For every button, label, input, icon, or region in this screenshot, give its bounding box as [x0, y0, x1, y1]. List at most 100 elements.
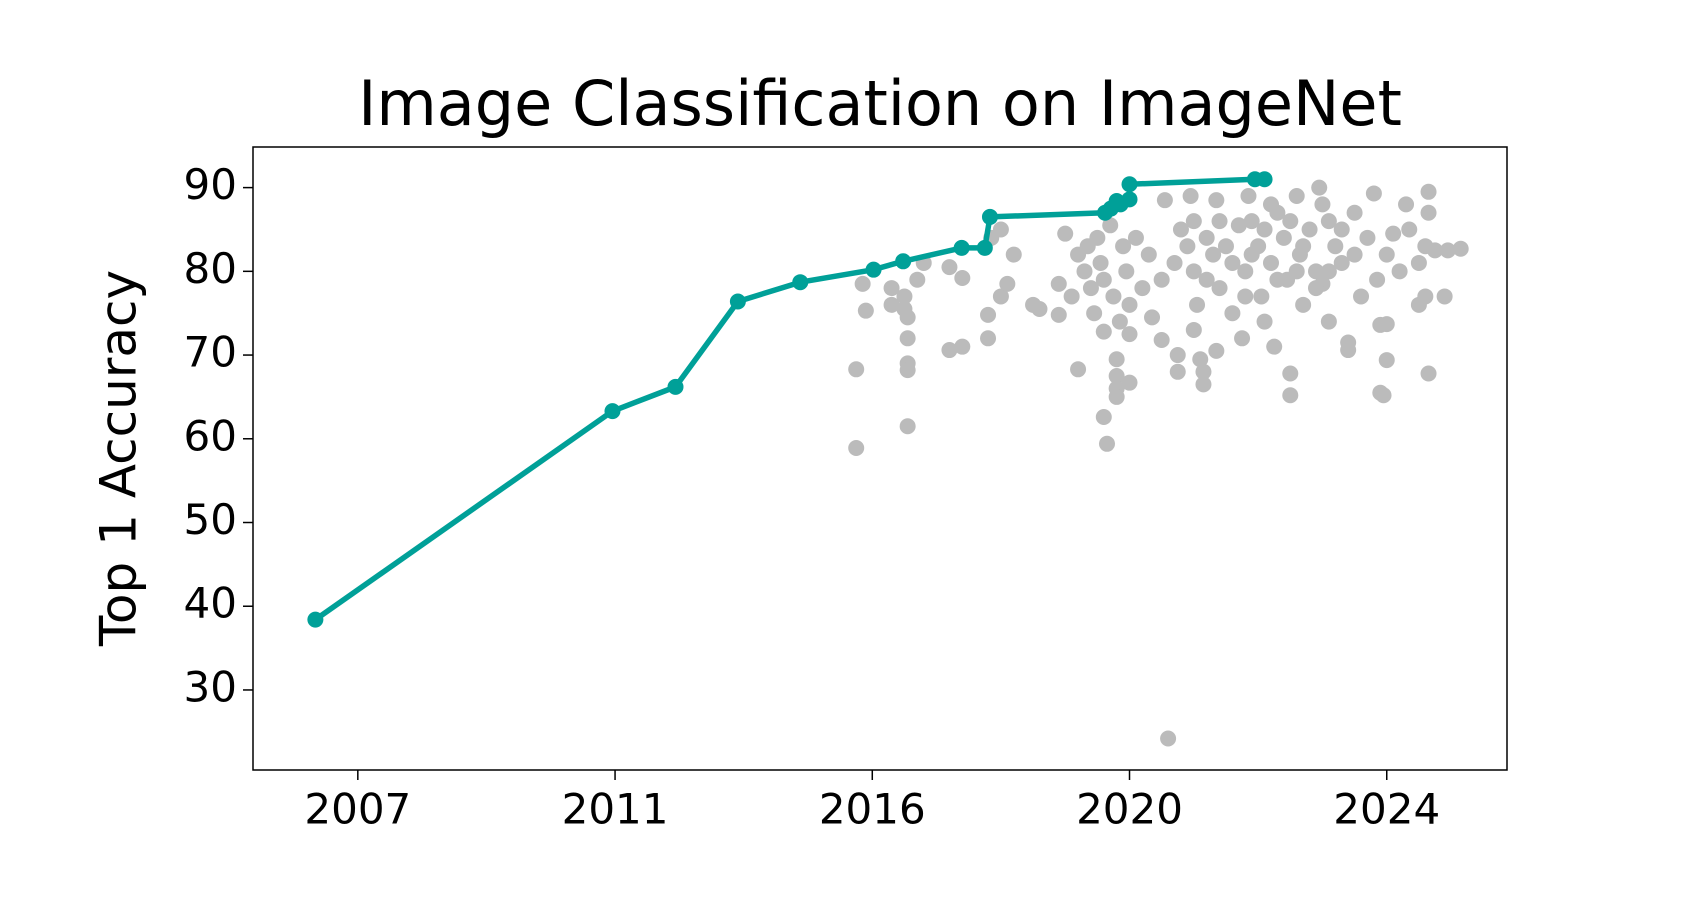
point — [1195, 376, 1212, 393]
point — [883, 280, 900, 297]
point — [1262, 196, 1279, 213]
point — [1237, 263, 1254, 280]
point — [1156, 192, 1173, 209]
point — [1240, 187, 1257, 204]
point — [1095, 271, 1112, 288]
point — [307, 611, 324, 628]
point — [1282, 213, 1299, 230]
x-tick-label: 2011 — [562, 785, 669, 834]
point — [899, 309, 916, 326]
point — [980, 330, 997, 347]
point — [792, 274, 809, 291]
point — [857, 302, 874, 319]
point — [848, 361, 865, 378]
point — [1288, 187, 1305, 204]
y-tick-label: 90 — [184, 160, 237, 209]
point — [1095, 409, 1112, 426]
point — [1256, 313, 1273, 330]
point — [1282, 387, 1299, 404]
point — [1327, 238, 1344, 255]
point — [1410, 254, 1427, 271]
point — [981, 208, 998, 225]
chart-title: Image Classification on ImageNet — [358, 67, 1402, 140]
x-tick-label: 2020 — [1076, 785, 1183, 834]
point — [1063, 288, 1080, 305]
point — [729, 293, 746, 310]
point — [1288, 263, 1305, 280]
point — [1115, 238, 1132, 255]
point — [954, 338, 971, 355]
point — [1369, 271, 1386, 288]
point — [1031, 301, 1048, 318]
point — [1121, 374, 1138, 391]
point — [1118, 263, 1135, 280]
point — [1211, 213, 1228, 230]
point — [1359, 229, 1376, 246]
point — [1262, 254, 1279, 271]
point — [1237, 288, 1254, 305]
point — [1320, 263, 1337, 280]
y-tick-label: 50 — [184, 495, 237, 544]
point — [1198, 271, 1215, 288]
x-tick-label: 2024 — [1333, 785, 1440, 834]
point — [1308, 263, 1325, 280]
point — [1108, 351, 1125, 368]
point — [1185, 263, 1202, 280]
point — [848, 439, 865, 456]
point — [1092, 254, 1109, 271]
point — [1230, 217, 1247, 234]
point — [1234, 330, 1251, 347]
point — [1166, 254, 1183, 271]
point — [1121, 191, 1138, 208]
point — [1189, 296, 1206, 313]
point — [941, 342, 958, 359]
x-tick-label: 2007 — [304, 785, 411, 834]
point — [953, 239, 970, 256]
point — [883, 296, 900, 313]
point — [1182, 187, 1199, 204]
point — [1378, 352, 1395, 369]
point — [1417, 288, 1434, 305]
point — [1436, 288, 1453, 305]
point — [1256, 171, 1273, 188]
point — [1301, 221, 1318, 238]
y-tick-label: 30 — [184, 662, 237, 711]
point — [865, 261, 882, 278]
point — [992, 221, 1009, 238]
point — [1050, 306, 1067, 323]
point — [1195, 363, 1212, 380]
point — [1185, 321, 1202, 338]
point — [1439, 242, 1456, 259]
point — [1224, 254, 1241, 271]
point — [1121, 326, 1138, 343]
point — [1398, 196, 1415, 213]
point — [999, 275, 1016, 292]
point — [896, 288, 913, 305]
point — [1057, 225, 1074, 242]
point — [1253, 288, 1270, 305]
point — [1185, 213, 1202, 230]
point — [1378, 246, 1395, 263]
point — [1211, 280, 1228, 297]
y-tick-label: 40 — [184, 579, 237, 628]
point — [1353, 288, 1370, 305]
point — [1070, 361, 1087, 378]
point — [1378, 316, 1395, 333]
point — [1127, 229, 1144, 246]
point — [1282, 365, 1299, 382]
point — [1050, 275, 1067, 292]
point — [1140, 246, 1157, 263]
point — [667, 378, 684, 395]
point — [1256, 221, 1273, 238]
point — [1108, 388, 1125, 405]
point — [1160, 730, 1177, 747]
point — [1401, 221, 1418, 238]
point — [909, 271, 926, 288]
point — [1192, 351, 1209, 368]
point — [1121, 296, 1138, 313]
point — [1333, 254, 1350, 271]
point — [604, 403, 621, 420]
point — [854, 275, 871, 292]
point — [1243, 213, 1260, 230]
